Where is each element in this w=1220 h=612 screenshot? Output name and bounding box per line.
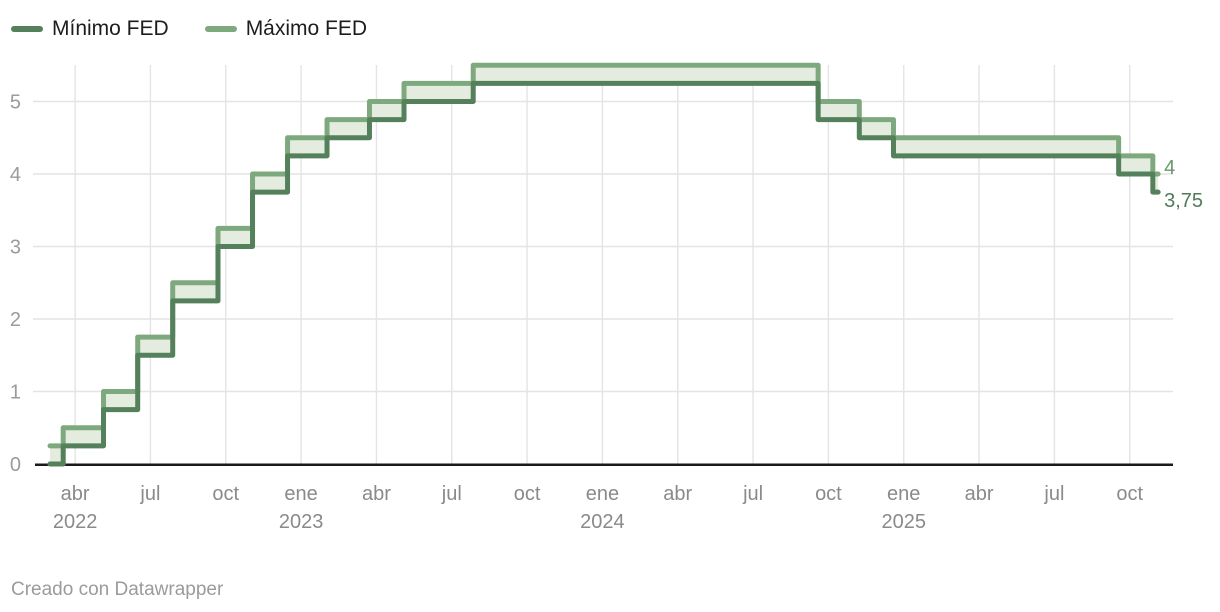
x-tick-year-label: 2022: [53, 511, 98, 533]
legend-swatch-minimo-icon: [11, 26, 43, 32]
x-tick-label: abr: [965, 483, 994, 505]
x-tick-year-label: 2024: [580, 511, 625, 533]
x-tick-label: abr: [61, 483, 90, 505]
legend-label-minimo: Mínimo FED: [52, 17, 169, 40]
x-tick-label: ene: [284, 483, 317, 505]
x-tick-year-label: 2023: [279, 511, 324, 533]
x-tick-label: ene: [887, 483, 920, 505]
x-tick-year-label: 2025: [881, 511, 926, 533]
x-tick-label: abr: [362, 483, 391, 505]
x-tick-label: oct: [1116, 483, 1143, 505]
y-tick-label: 3: [10, 237, 21, 259]
y-tick-label: 5: [10, 92, 21, 114]
line-minimo-fed: [47, 80, 1161, 467]
x-tick-label: oct: [212, 483, 239, 505]
legend-item-maximo-fed: Máximo FED: [204, 16, 368, 42]
end-label-minimo: 3,75: [1164, 190, 1203, 212]
y-tick-label: 0: [10, 454, 21, 476]
datawrapper-credit: Creado con Datawrapper: [11, 579, 224, 600]
x-tick-label: ene: [586, 483, 619, 505]
x-tick-label: jul: [1043, 483, 1064, 505]
end-label-maximo: 4: [1164, 157, 1175, 179]
legend-swatch-maximo-icon: [204, 26, 237, 32]
y-tick-label: 2: [10, 309, 21, 331]
legend-item-minimo-fed: Mínimo FED: [11, 16, 169, 42]
x-tick-label: jul: [742, 483, 763, 505]
x-tick-label: oct: [815, 483, 842, 505]
x-tick-label: oct: [514, 483, 541, 505]
x-tick-label: jul: [441, 483, 462, 505]
y-tick-label: 4: [10, 164, 21, 186]
y-tick-label: 1: [10, 382, 21, 404]
legend-label-maximo: Máximo FED: [245, 17, 368, 40]
legend: Mínimo FED Máximo FED: [11, 16, 367, 42]
x-tick-label: abr: [663, 483, 692, 505]
x-tick-label: jul: [139, 483, 160, 505]
